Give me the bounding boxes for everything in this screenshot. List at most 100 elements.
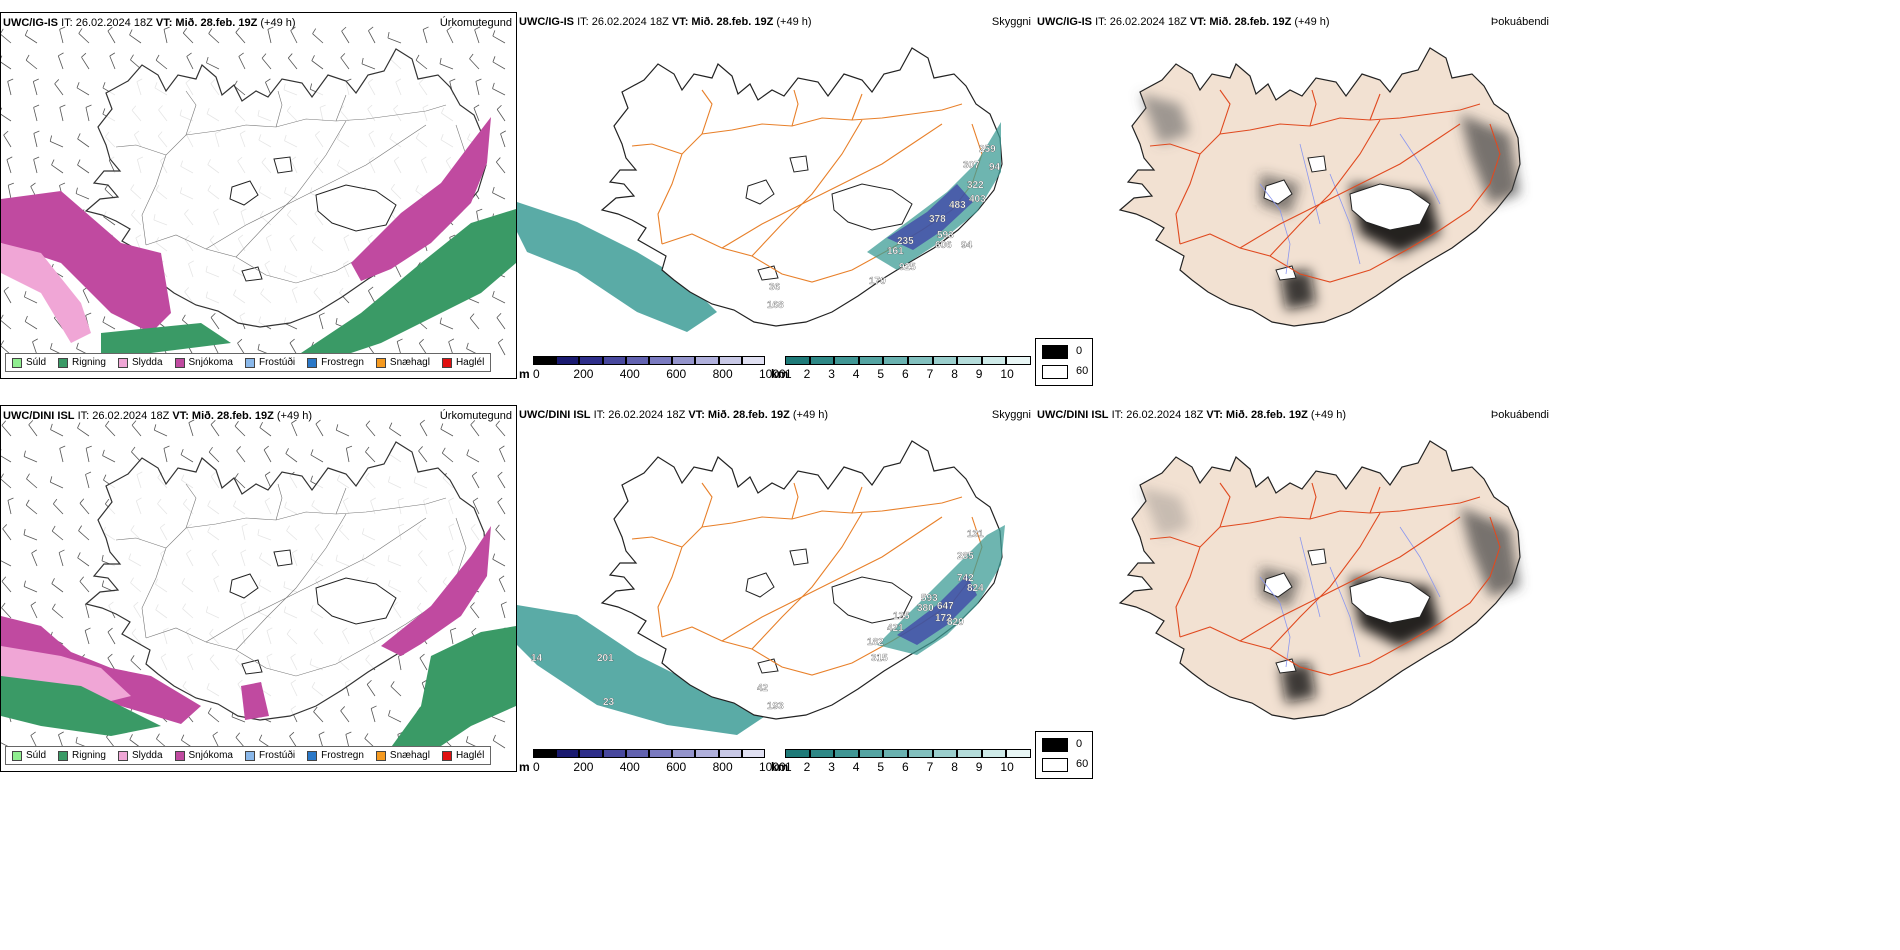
ceiling-label: 23 [603,697,615,708]
colorbar-segment [533,356,557,365]
colorbar-tick: 2 [803,760,811,774]
colorbar-tick: 6 [902,367,909,381]
colorbar-tick: 600 [666,760,687,774]
colorbar-tick: 4 [852,367,860,381]
colorbar-segment [602,356,626,365]
colorbar-segment [834,749,859,758]
ceiling-label: 483 [949,200,966,211]
colorbar-segment [1006,749,1031,758]
legend-label: Slydda [131,357,163,368]
panel-title: Skyggni [991,16,1031,28]
precip-map-top [1,26,516,363]
ceiling-label: 315 [871,653,888,664]
visibility-area [517,202,717,332]
sleet-area [1,646,131,706]
model-name: UWC/DINI ISL [519,409,591,421]
colorbar-tick: 8 [951,760,958,774]
snow-area [1,191,171,333]
colorbar-segment [718,749,742,758]
legend-item-frostúði: Frostúði [244,357,296,368]
legend-label: Rigning [72,750,106,761]
fog-map-bottom [1118,440,1521,720]
legend-label: Snjókoma [188,750,233,761]
legend-label: Frostúði [258,750,296,761]
legend-label: Slydda [131,750,163,761]
ceiling-label: 403 [969,194,986,205]
ceiling-panel-top: 259 307 94 322 403 483 378 593 235 161 606 94 925 170… [517,12,1035,382]
colorbar-segment [649,749,673,758]
panel-header: UWC/DINI ISL IT: 26.02.2024 18Z VT: Mið.… [3,410,512,424]
ceiling-label: 606 [935,240,952,251]
colorbar-segment [932,356,958,365]
valid-time: VT: Mið. 28.feb. 19Z [688,409,790,421]
panel-header: UWC/IG-IS IT: 26.02.2024 18Z VT: Mið. 28… [3,17,512,31]
legend-item-frostregn: Frostregn [307,357,364,368]
legend-label: Snjókoma [188,357,233,368]
colorbar-segment [957,749,982,758]
visibility-area [877,525,1005,655]
ceiling-label: 94 [961,240,973,251]
colorbar-segment [981,356,1007,365]
legend-label: Frostúði [258,357,296,368]
ceiling-label: 125 [893,611,910,622]
legend-label: Frostregn [321,357,364,368]
colorbar-segment [533,749,557,758]
colorbar-segment [834,356,859,365]
ceiling-label: 235 [897,236,914,247]
colorbar-segment [695,356,719,365]
legend-swatch [174,357,185,368]
colorbar-tick: 0 [533,760,540,774]
ceiling-label: 647 [937,601,954,612]
ceiling-colorbar: m 0 200 400 600 800 1000 [519,356,786,382]
legend-item-snæhagl: Snæhagl [375,750,430,761]
legend-swatch [307,357,318,368]
fog-panel-bottom: UWC/DINI ISL IT: 26.02.2024 18Z VT: Mið.… [1035,405,1553,779]
fog-swatch-60 [1042,365,1068,379]
precip-map-bottom [1,419,516,761]
legend-swatch [117,750,128,761]
colorbar-segment [883,749,908,758]
colorbar-tick: 7 [926,760,934,774]
colorbar-tick: 8 [951,367,958,381]
lead-time: (+49 h) [276,410,313,422]
snow-area [241,682,269,720]
init-time: IT: 26.02.2024 18Z [577,16,669,28]
legend-swatch [375,357,386,368]
colorbar-segment [579,356,603,365]
legend-label: Haglél [455,750,485,761]
colorbar-tick: 0 [533,367,540,381]
ceiling-label: 170 [869,276,886,287]
colorbar-tick: 7 [926,367,934,381]
colorbar-segment [556,356,580,365]
snow-area [381,526,491,656]
valid-time: VT: Mið. 28.feb. 19Z [1206,409,1308,421]
legend-item-haglél: Haglél [441,357,484,368]
legend-swatch [244,357,255,368]
legend-item-snjókoma: Snjókoma [174,357,233,368]
legend-swatch [12,750,22,761]
fog-swatch-0 [1042,738,1068,752]
ceiling-label: 322 [967,180,984,191]
fog-label-60: 60 [1076,365,1089,377]
model-name: UWC/DINI ISL [1037,409,1109,421]
ceiling-label: 824 [967,583,984,594]
panel-title: Úrkomutegund [439,17,512,29]
legend-item-frostúði: Frostúði [244,750,296,761]
fog-swatch-60 [1042,758,1068,772]
colorbar-segment [741,356,765,365]
colorbar-tick: 9 [975,760,983,774]
colorbar-tick: 1000 [759,367,786,381]
ceiling-label: 161 [887,246,904,257]
panel-title: Skyggni [991,409,1031,421]
colorbar-segment [556,749,580,758]
colorbar-segment [785,749,810,758]
ceiling-label: 94 [989,162,1001,173]
colorbar-tick: 1 [785,367,792,381]
colorbar-tick: 400 [619,760,640,774]
legend-label: Súld [26,750,47,761]
panel-header: UWC/DINI ISL IT: 26.02.2024 18Z VT: Mið.… [1037,409,1549,423]
ceiling-area [897,575,977,645]
valid-time: VT: Mið. 28.feb. 19Z [172,410,274,422]
precip-panel-bottom: UWC/DINI ISL IT: 26.02.2024 18Z VT: Mið.… [0,405,517,772]
